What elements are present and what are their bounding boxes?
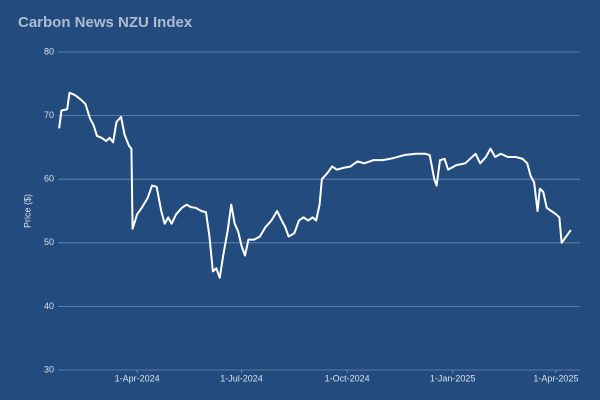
y-tick-label: 80: [44, 46, 54, 56]
x-tick-label: 1-Jul-2024: [220, 373, 263, 383]
y-tick-label: 40: [44, 301, 54, 311]
x-tick-label: 1-Oct-2024: [325, 373, 370, 383]
y-tick-label: 70: [44, 110, 54, 120]
y-tick-label: 50: [44, 237, 54, 247]
y-tick-label: 60: [44, 174, 54, 184]
x-tick-label: 1-Apr-2025: [533, 373, 578, 383]
x-tick-label: 1-Jan-2025: [430, 373, 476, 383]
y-tick-label: 30: [44, 364, 54, 374]
y-axis-label: Price ($): [22, 194, 32, 228]
line-series: [58, 91, 572, 279]
x-tick-label: 1-Apr-2024: [115, 373, 160, 383]
chart-title: Carbon News NZU Index: [18, 14, 193, 31]
